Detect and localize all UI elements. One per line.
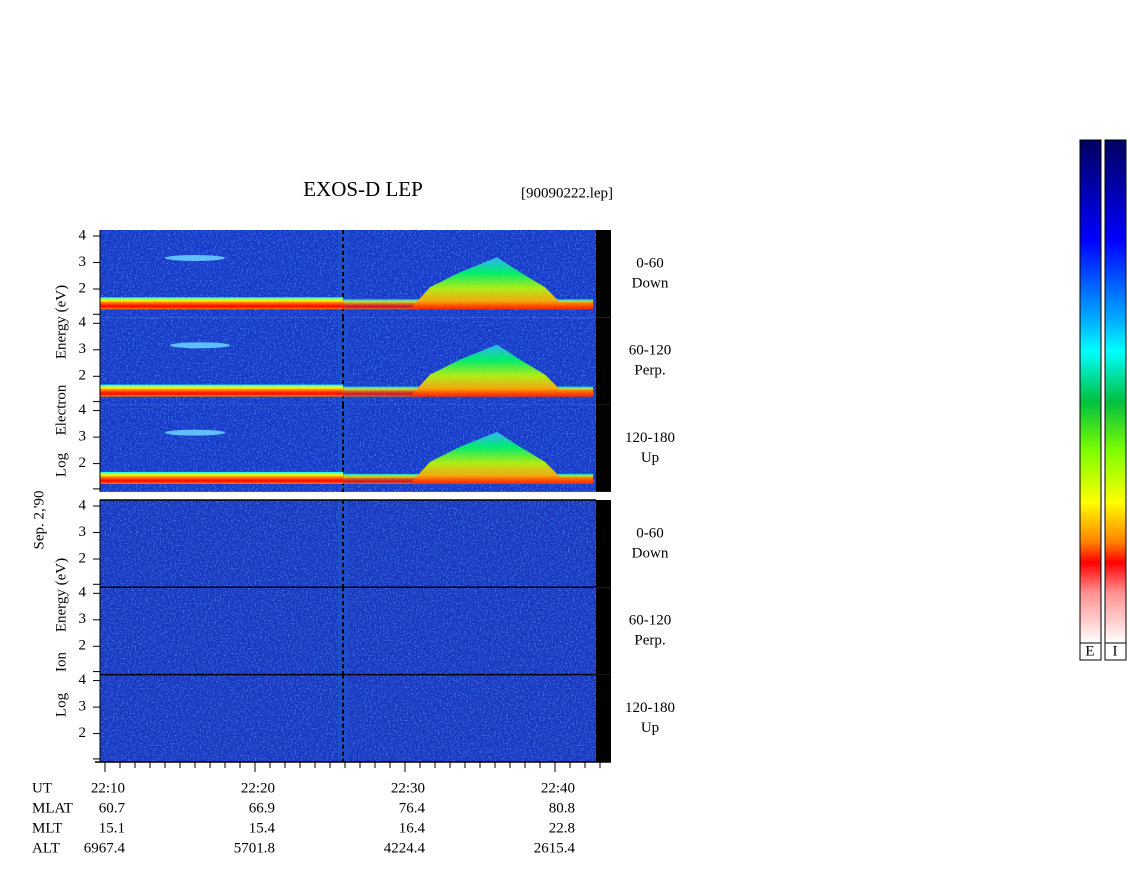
file-name: [90090222.lep] [521, 185, 613, 201]
panel-label: 120-180 [625, 430, 675, 446]
panel-label: Perp. [634, 363, 665, 379]
y-tick-label: 3 [79, 611, 87, 627]
row-value: 22:30 [391, 780, 425, 796]
axis-label: Log [53, 452, 69, 477]
precipitation [410, 344, 593, 397]
y-tick-label: 2 [79, 455, 87, 471]
panel-label: 60-120 [629, 343, 672, 359]
precipitation [410, 431, 593, 484]
y-tick-label: 2 [79, 725, 87, 741]
colorbar-label: I [1113, 643, 1118, 659]
row-value: 22.8 [549, 820, 575, 836]
panel-label: Up [641, 450, 659, 466]
y-tick-label: 3 [79, 254, 87, 270]
y-tick-label: 3 [79, 524, 87, 540]
y-tick-label: 2 [79, 550, 87, 566]
row-value: 60.7 [99, 800, 126, 816]
row-value: 15.1 [99, 820, 125, 836]
row-value: 15.4 [249, 820, 276, 836]
row-value: 2615.4 [534, 840, 576, 856]
y-tick-label: 3 [79, 429, 87, 445]
row-value: 5701.8 [234, 840, 275, 856]
row-value: 66.9 [249, 800, 275, 816]
row-value: 22:40 [541, 780, 575, 796]
y-tick-label: 4 [79, 315, 87, 331]
panel-label: Down [632, 545, 669, 561]
row-value: 22:20 [241, 780, 275, 796]
y-tick-label: 4 [79, 227, 87, 243]
axis-label: Ion [53, 652, 69, 672]
feature [165, 429, 225, 436]
gap-strip [596, 587, 611, 675]
y-tick-label: 2 [79, 280, 87, 296]
y-tick-label: 4 [79, 672, 87, 688]
title: EXOS-D LEP [303, 177, 423, 201]
low-energy-band [100, 471, 343, 484]
feature [170, 342, 230, 349]
row-label: MLAT [32, 800, 73, 816]
row-label: UT [32, 780, 52, 796]
row-label: ALT [32, 840, 60, 856]
precipitation [410, 257, 593, 310]
row-label: MLT [32, 820, 62, 836]
y-tick-label: 2 [79, 638, 87, 654]
colorbar-i [1104, 139, 1127, 644]
panel-label: Up [641, 720, 659, 736]
colorbar-e [1079, 139, 1102, 644]
panel-label: 0-60 [636, 255, 664, 271]
y-tick-label: 4 [79, 497, 87, 513]
y-tick-label: 3 [79, 699, 87, 715]
date: Sep. 2,'90 [31, 491, 47, 550]
row-value: 6967.4 [84, 840, 126, 856]
y-tick-label: 3 [79, 341, 87, 357]
panel-label: Perp. [634, 633, 665, 649]
gap-strip [596, 404, 611, 492]
panel-label: 60-120 [629, 613, 672, 629]
axis-label: Energy (eV) [53, 558, 69, 632]
axis-label: Electron [53, 384, 69, 435]
panel-label: 0-60 [636, 525, 664, 541]
axis-label: Log [53, 692, 69, 717]
row-value: 22:10 [91, 780, 125, 796]
gap-strip [596, 500, 611, 588]
axis-label: Energy (eV) [53, 285, 69, 359]
low-energy-band [100, 384, 343, 397]
row-value: 76.4 [399, 800, 426, 816]
row-value: 80.8 [549, 800, 575, 816]
gap-strip [596, 317, 611, 405]
y-tick-label: 4 [79, 402, 87, 418]
row-value: 16.4 [399, 820, 426, 836]
colorbar-box [1104, 642, 1127, 661]
gap-strip [596, 674, 611, 762]
panel-label: Down [632, 275, 669, 291]
colorbar-label: E [1085, 643, 1094, 659]
gap-strip [596, 230, 611, 318]
feature [165, 255, 225, 261]
colorbar-box [1079, 642, 1102, 661]
panel-label: 120-180 [625, 700, 675, 716]
y-tick-label: 2 [79, 368, 87, 384]
y-tick-label: 4 [79, 585, 87, 601]
row-value: 4224.4 [384, 840, 426, 856]
low-energy-band [100, 297, 343, 310]
